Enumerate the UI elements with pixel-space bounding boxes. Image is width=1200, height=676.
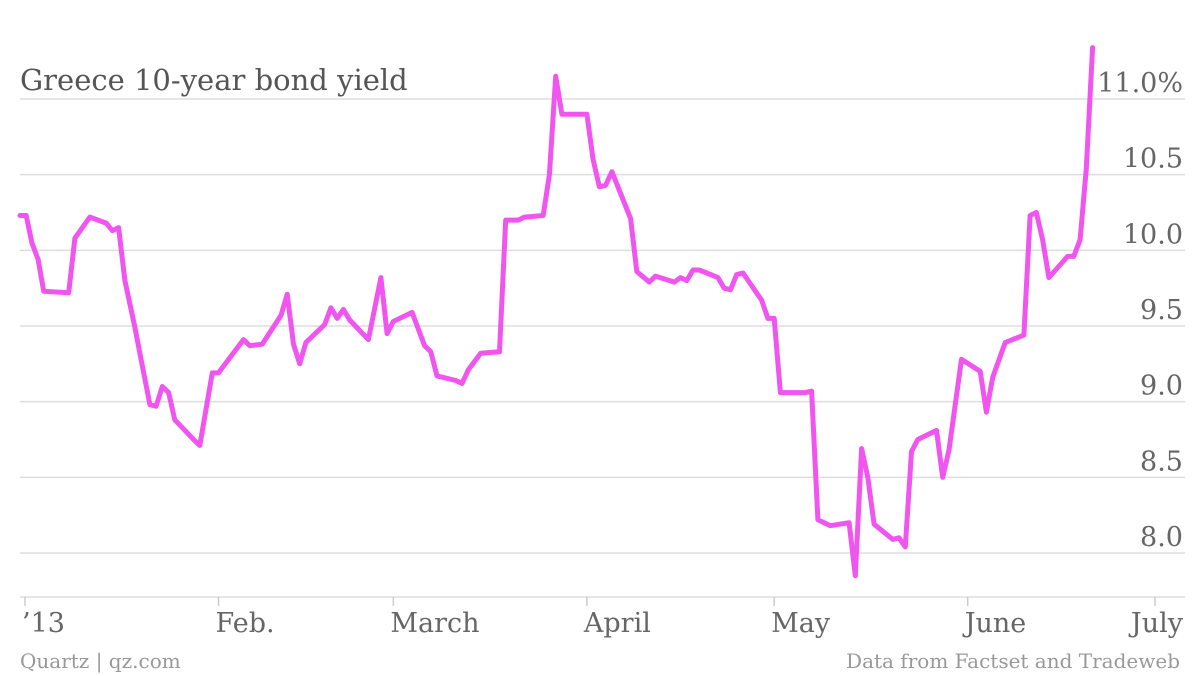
x-tick-label: April	[583, 608, 651, 639]
line	[17, 45, 1096, 579]
x-tick-label: June	[962, 608, 1027, 639]
y-tick-label: 8.0	[1140, 522, 1183, 553]
x-tick-label: Feb.	[216, 608, 275, 639]
x-tick-label: ’13	[22, 608, 65, 639]
source-left: Quartz | qz.com	[20, 649, 181, 674]
x-tick-label: July	[1128, 608, 1184, 639]
plot	[17, 45, 1096, 579]
y-tick-label: 11.0%	[1097, 68, 1183, 99]
x-tick-label: May	[771, 608, 831, 639]
y-tick-label: 9.5	[1140, 295, 1183, 326]
chart-title: Greece 10-year bond yield	[20, 63, 408, 97]
y-tick-label: 8.5	[1140, 446, 1183, 477]
grid: 8.0 8.5 9.0 9.5 10.0 10.5 11.0% ’13 Feb. March Apr…	[20, 68, 1185, 639]
source-right: Data from Factset and Tradeweb	[846, 649, 1180, 673]
y-tick-label: 10.5	[1123, 144, 1183, 175]
x-tick-label: March	[390, 608, 479, 639]
y-tick-label: 10.0	[1123, 219, 1183, 250]
y-tick-label: 9.0	[1140, 371, 1183, 402]
